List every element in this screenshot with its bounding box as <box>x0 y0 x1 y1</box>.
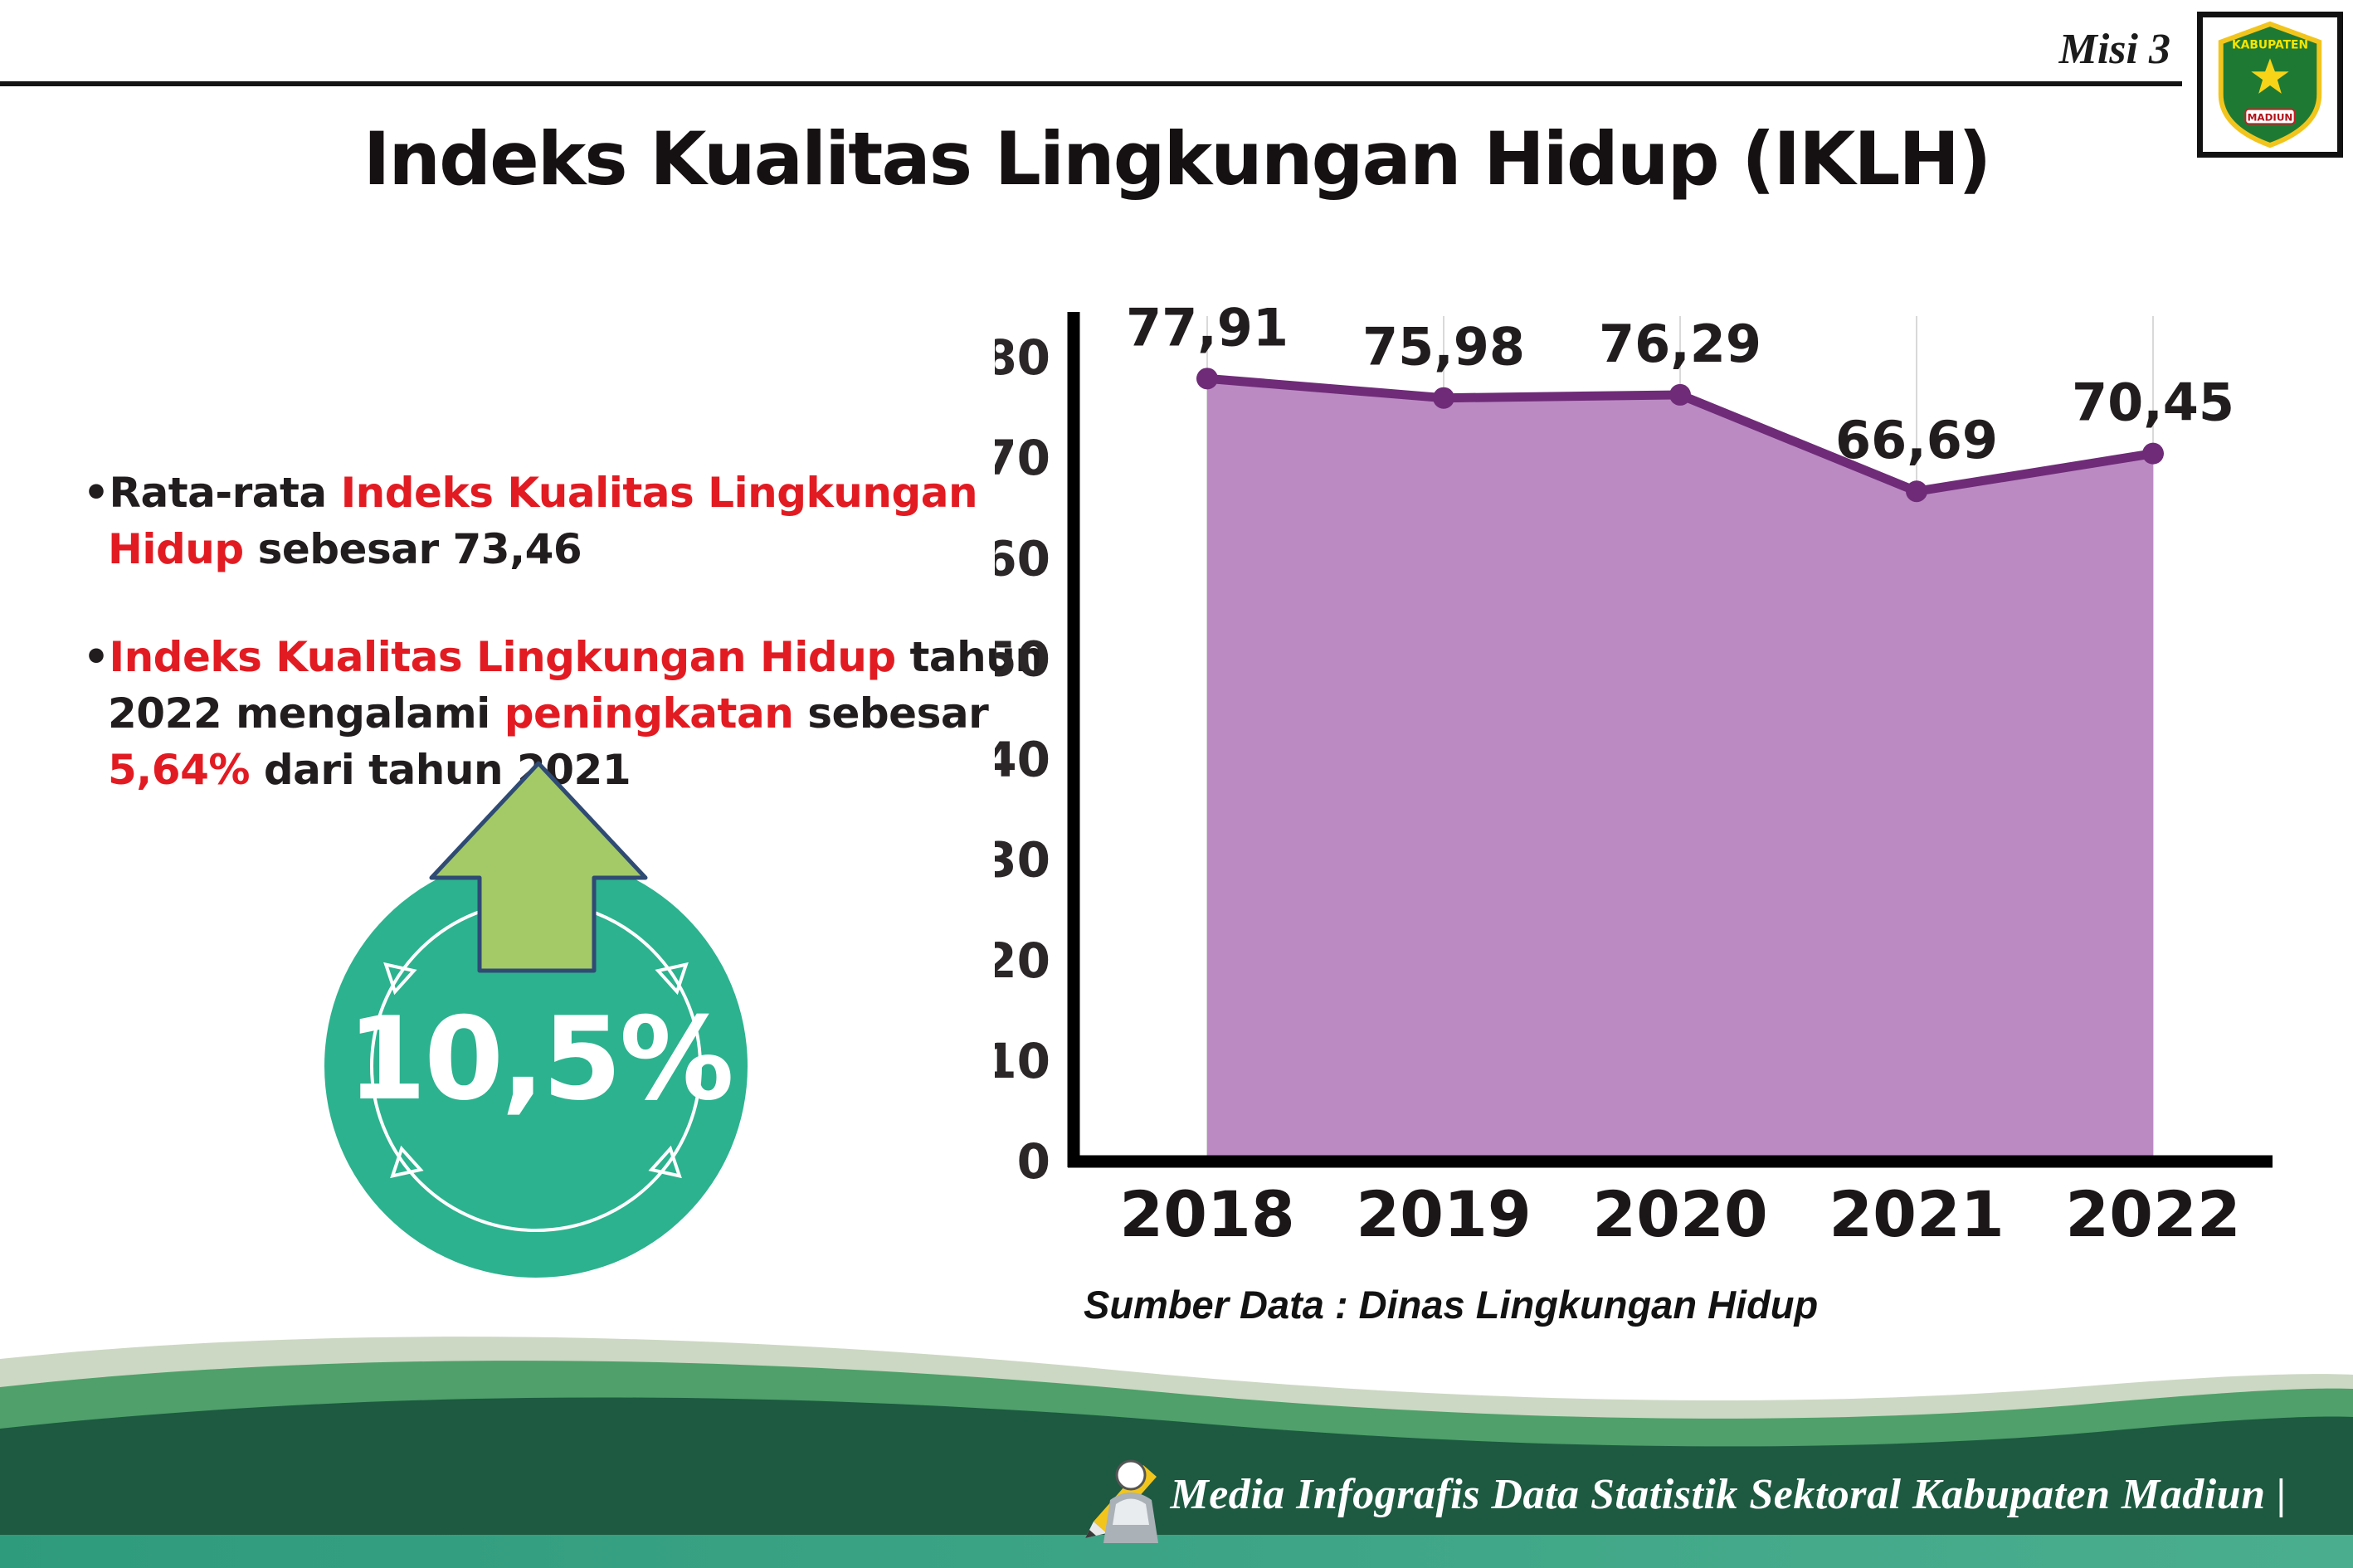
bullet-marker: • <box>83 633 110 681</box>
pencil-lead <box>1085 1530 1096 1538</box>
badge-circle <box>324 855 748 1278</box>
y-tick-label: 20 <box>995 933 1050 989</box>
y-tick-label: 40 <box>995 732 1050 788</box>
x-tick-label: 2019 <box>1356 1177 1532 1251</box>
text-segment-red: 5,64% <box>108 746 250 794</box>
chart-area-fill <box>1207 378 2153 1161</box>
y-tick-label: 50 <box>995 631 1050 687</box>
chart-data-label: 70,45 <box>2072 373 2234 433</box>
logo-ribbon <box>2244 108 2296 125</box>
key-findings: •Rata-rata Indeks Kualitas Lingkungan Hi… <box>83 465 1050 850</box>
mascot-icon <box>1085 1459 1158 1543</box>
bullet-average-iklh: •Rata-rata Indeks Kualitas Lingkungan Hi… <box>83 465 1050 577</box>
footer-wave <box>0 1337 2353 1568</box>
text-segment: dari tahun 2021 <box>249 746 631 794</box>
badge-tick-triangle <box>655 962 689 996</box>
chart-data-label: 75,98 <box>1362 317 1525 377</box>
logo-emblem-icon: KABUPATEN MADIUN <box>2218 21 2322 149</box>
text-segment: sebesar 73,46 <box>243 525 582 573</box>
text-segment-red: peningkatan <box>504 689 794 738</box>
badge-tick-triangle <box>390 1145 424 1179</box>
y-tick-label: 10 <box>995 1033 1050 1089</box>
text-segment-red: Indeks Kualitas Lingkungan Hidup <box>108 469 978 573</box>
text-segment: tahun 2022 mengalami <box>108 633 1045 738</box>
text-segment: Rata-rata <box>109 469 341 517</box>
iklh-area-chart: 0 10 20 30 40 50 60 70 80 2018 2019 2020 2021 2022 77,… <box>995 297 2273 1251</box>
misi-label: Misi 3 <box>2058 26 2170 73</box>
logo-bottom-text: MADIUN <box>2248 111 2293 123</box>
footer-caption: Media Infografis Data Statistik Sektoral… <box>1170 1471 2287 1518</box>
chart-source: Sumber Data : Dinas Lingkungan Hidup <box>1084 1283 1819 1327</box>
growth-badge <box>324 761 748 1278</box>
mascot-head <box>1115 1459 1147 1491</box>
footer-wave-dark <box>0 1397 2353 1568</box>
y-tick-label: 60 <box>995 530 1050 587</box>
chart-data-label: 66,69 <box>1835 410 1998 470</box>
bullet-iklh-increase: •Indeks Kualitas Lingkungan Hidup tahun … <box>83 629 1050 798</box>
badge-tick-triangle <box>648 1145 682 1179</box>
chart-point <box>1906 480 1927 503</box>
x-tick-label: 2018 <box>1119 1177 1295 1251</box>
x-tick-label: 2021 <box>1829 1177 2005 1251</box>
x-tick-label: 2022 <box>2065 1177 2241 1251</box>
chart-point <box>1433 387 1454 409</box>
x-tick-label: 2020 <box>1592 1177 1768 1251</box>
footer-bottom-strip <box>0 1535 2353 1568</box>
y-tick-label: 0 <box>1017 1133 1050 1190</box>
badge-tick-triangle <box>383 962 417 996</box>
chart-data-label: 77,91 <box>1126 297 1289 358</box>
up-arrow-icon <box>429 761 648 973</box>
y-tick-label: 80 <box>995 329 1050 386</box>
chart-data-label: 76,29 <box>1599 314 1761 374</box>
text-segment-red: Indeks Kualitas Lingkungan Hidup <box>109 633 896 681</box>
mascot-shirt <box>1113 1498 1149 1525</box>
header-rule <box>0 81 2182 86</box>
bullet-marker: • <box>83 469 110 517</box>
logo-star <box>2251 58 2289 94</box>
chart-point <box>2142 442 2164 465</box>
page-title: Indeks Kualitas Lingkungan Hidup (IKLH) <box>363 116 1992 202</box>
logo-top-text: KABUPATEN <box>2232 39 2308 52</box>
growth-value: 10,5% <box>347 992 734 1126</box>
y-tick-label: 70 <box>995 430 1050 486</box>
text-segment: sebesar <box>793 689 989 738</box>
kabupaten-madiun-logo: KABUPATEN MADIUN <box>2197 12 2343 158</box>
chart-point <box>1669 383 1691 406</box>
y-tick-label: 30 <box>995 832 1050 889</box>
chart-point <box>1196 368 1218 390</box>
